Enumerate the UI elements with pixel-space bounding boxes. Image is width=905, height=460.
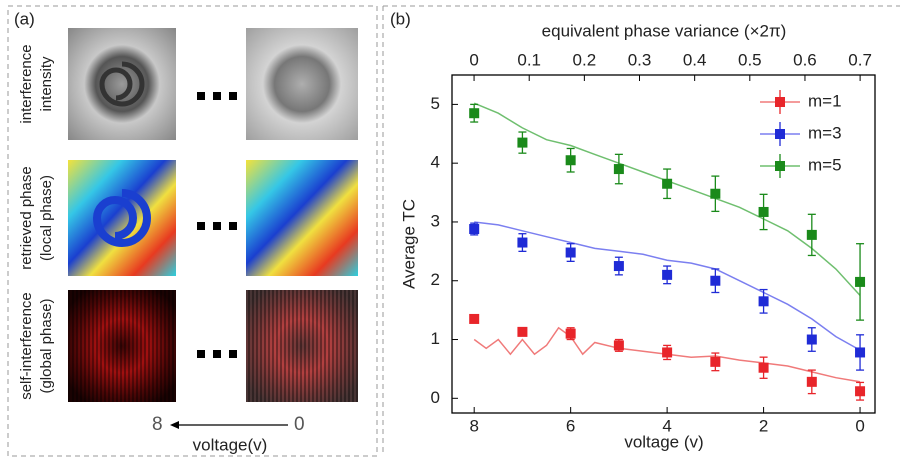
panel-a-frame: [7, 5, 378, 457]
marker: [517, 237, 528, 248]
legend-marker: [775, 129, 785, 139]
marker: [855, 276, 866, 287]
voltage-start: 8: [152, 414, 163, 435]
x2-tick-label: 0.5: [738, 50, 762, 69]
row-label: self-interference: [18, 292, 35, 400]
y-tick-label: 4: [431, 153, 440, 172]
marker: [806, 229, 817, 240]
marker: [517, 137, 528, 148]
marker: [662, 178, 673, 189]
row-label: (global phase): [38, 298, 55, 393]
x-axis-label: voltage (v): [624, 432, 703, 451]
fringes: [246, 290, 358, 402]
voltage-label: voltage(v): [193, 435, 268, 454]
y-tick-label: 2: [431, 270, 440, 289]
row-labels: interference intensity retrieved phase (loc…: [18, 44, 55, 399]
marker: [806, 334, 817, 345]
marker: [758, 296, 769, 307]
image: [246, 160, 358, 276]
row-label: interference: [18, 44, 35, 123]
row-label: retrieved phase: [18, 166, 35, 269]
x2-tick-label: 0.4: [683, 50, 707, 69]
y-tick-label: 0: [431, 388, 440, 407]
images: [68, 28, 358, 402]
marker: [662, 347, 673, 358]
arrow-head: [170, 421, 179, 429]
marker: [517, 326, 528, 337]
plot: 0 1 2 3 4 5 8 6 4 2 0 0 0.1 0.2 0.3 0.4 0.5 0.6 0.7 m=1 m=3 m…: [431, 50, 872, 435]
image: [68, 160, 176, 276]
x2-tick-label: 0.2: [573, 50, 597, 69]
x-tick-label: 0: [855, 416, 864, 435]
voltage-end: 0: [294, 414, 305, 435]
marker: [469, 313, 480, 324]
y-tick-label: 1: [431, 329, 440, 348]
x2-tick-label: 0.3: [628, 50, 652, 69]
panel-label: (a): [14, 9, 35, 28]
x-tick-label: 2: [759, 416, 768, 435]
series-line: [474, 221, 861, 351]
marker: [613, 340, 624, 351]
panel-label: (b): [390, 9, 411, 28]
marker: [662, 269, 673, 280]
legend-label: m=3: [808, 123, 842, 142]
ellipsis: [197, 92, 237, 358]
marker: [613, 261, 624, 272]
marker: [758, 206, 769, 217]
marker: [469, 108, 480, 119]
marker: [710, 356, 721, 367]
x-tick-label: 8: [469, 416, 478, 435]
spiral: [92, 189, 151, 247]
legend-marker: [775, 161, 785, 171]
legend-marker: [775, 97, 785, 107]
x-tick-label: 4: [662, 416, 671, 435]
series-line: [473, 326, 861, 383]
marker: [565, 247, 576, 258]
x2-tick-label: 0: [469, 50, 478, 69]
x2-tick-label: 0.1: [517, 50, 541, 69]
marker: [855, 386, 866, 397]
y-axis-label: Average TC: [399, 199, 418, 289]
fringes: [68, 290, 176, 402]
row-label: intensity: [38, 56, 55, 112]
marker: [565, 328, 576, 339]
marker: [710, 188, 721, 199]
x-tick-label: 6: [566, 416, 575, 435]
marker: [855, 347, 866, 358]
row-label: (local phase): [38, 175, 55, 261]
plot-frame: [451, 74, 876, 414]
y-tick-label: 5: [431, 94, 440, 113]
x2-tick-label: 0.6: [793, 50, 817, 69]
marker: [469, 224, 480, 235]
marker: [710, 275, 721, 286]
marker: [806, 376, 817, 387]
legend-label: m=5: [808, 155, 842, 174]
spiral: [99, 61, 145, 107]
y-tick-label: 3: [431, 211, 440, 230]
marker: [565, 155, 576, 166]
marker: [613, 164, 624, 175]
legend-label: m=1: [808, 91, 842, 110]
x2-axis-label: equivalent phase variance (×2π): [542, 21, 787, 40]
image: [68, 28, 176, 140]
image: [246, 28, 358, 140]
x2-tick-label: 0.7: [848, 50, 872, 69]
marker: [758, 362, 769, 373]
